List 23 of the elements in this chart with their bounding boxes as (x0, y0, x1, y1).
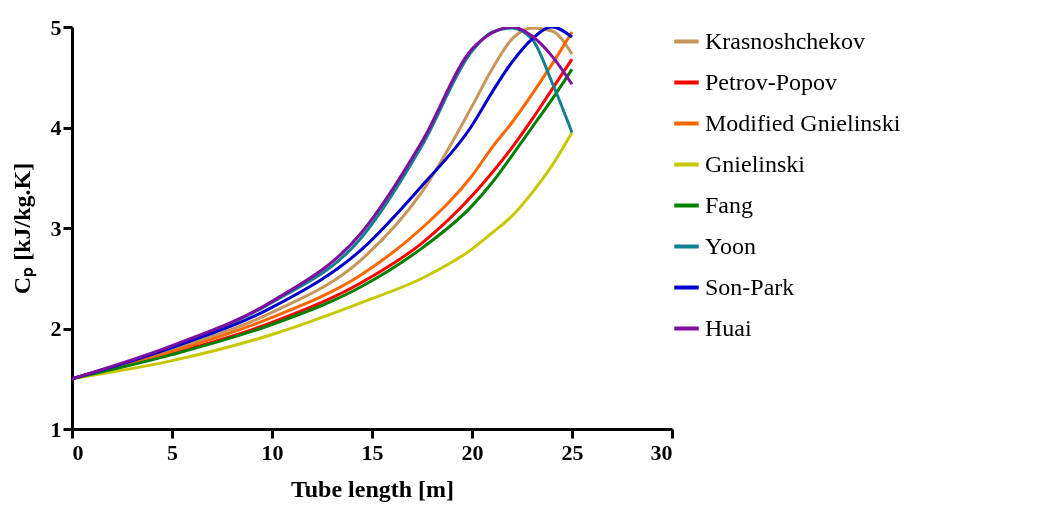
x-tick-label: 15 (361, 439, 384, 465)
x-tick-label: 20 (461, 439, 484, 465)
x-tick-label: 30 (650, 439, 673, 465)
y-tick-label: 5 (50, 14, 62, 40)
x-tick-label: 10 (261, 439, 284, 465)
y-tick-label: 2 (50, 316, 62, 341)
legend-label: Petrov-Popov (705, 68, 837, 95)
line-series (72, 131, 574, 381)
y-tick-label: 1 (50, 416, 62, 442)
x-tick-label: 5 (167, 439, 178, 465)
x-tick-label: 0 (72, 439, 84, 465)
x-axis-title: Tube length [m] (290, 475, 455, 502)
legend-label: Modified Gnielinski (705, 109, 901, 136)
legend-label: Gnielinski (705, 150, 806, 177)
legend-label: Fang (705, 191, 753, 218)
legend-label: Yoon (705, 232, 756, 259)
y-tick-label: 4 (50, 115, 62, 140)
x-tick-label: 25 (561, 439, 584, 465)
legend-label: Krasnoshchekov (705, 27, 865, 54)
y-tick-label: 3 (50, 215, 62, 241)
legend-label: Son-Park (705, 273, 795, 300)
legend-label: Huai (705, 314, 752, 341)
y-axis-title: Cₚ [kJ/kg.K] (8, 162, 37, 295)
